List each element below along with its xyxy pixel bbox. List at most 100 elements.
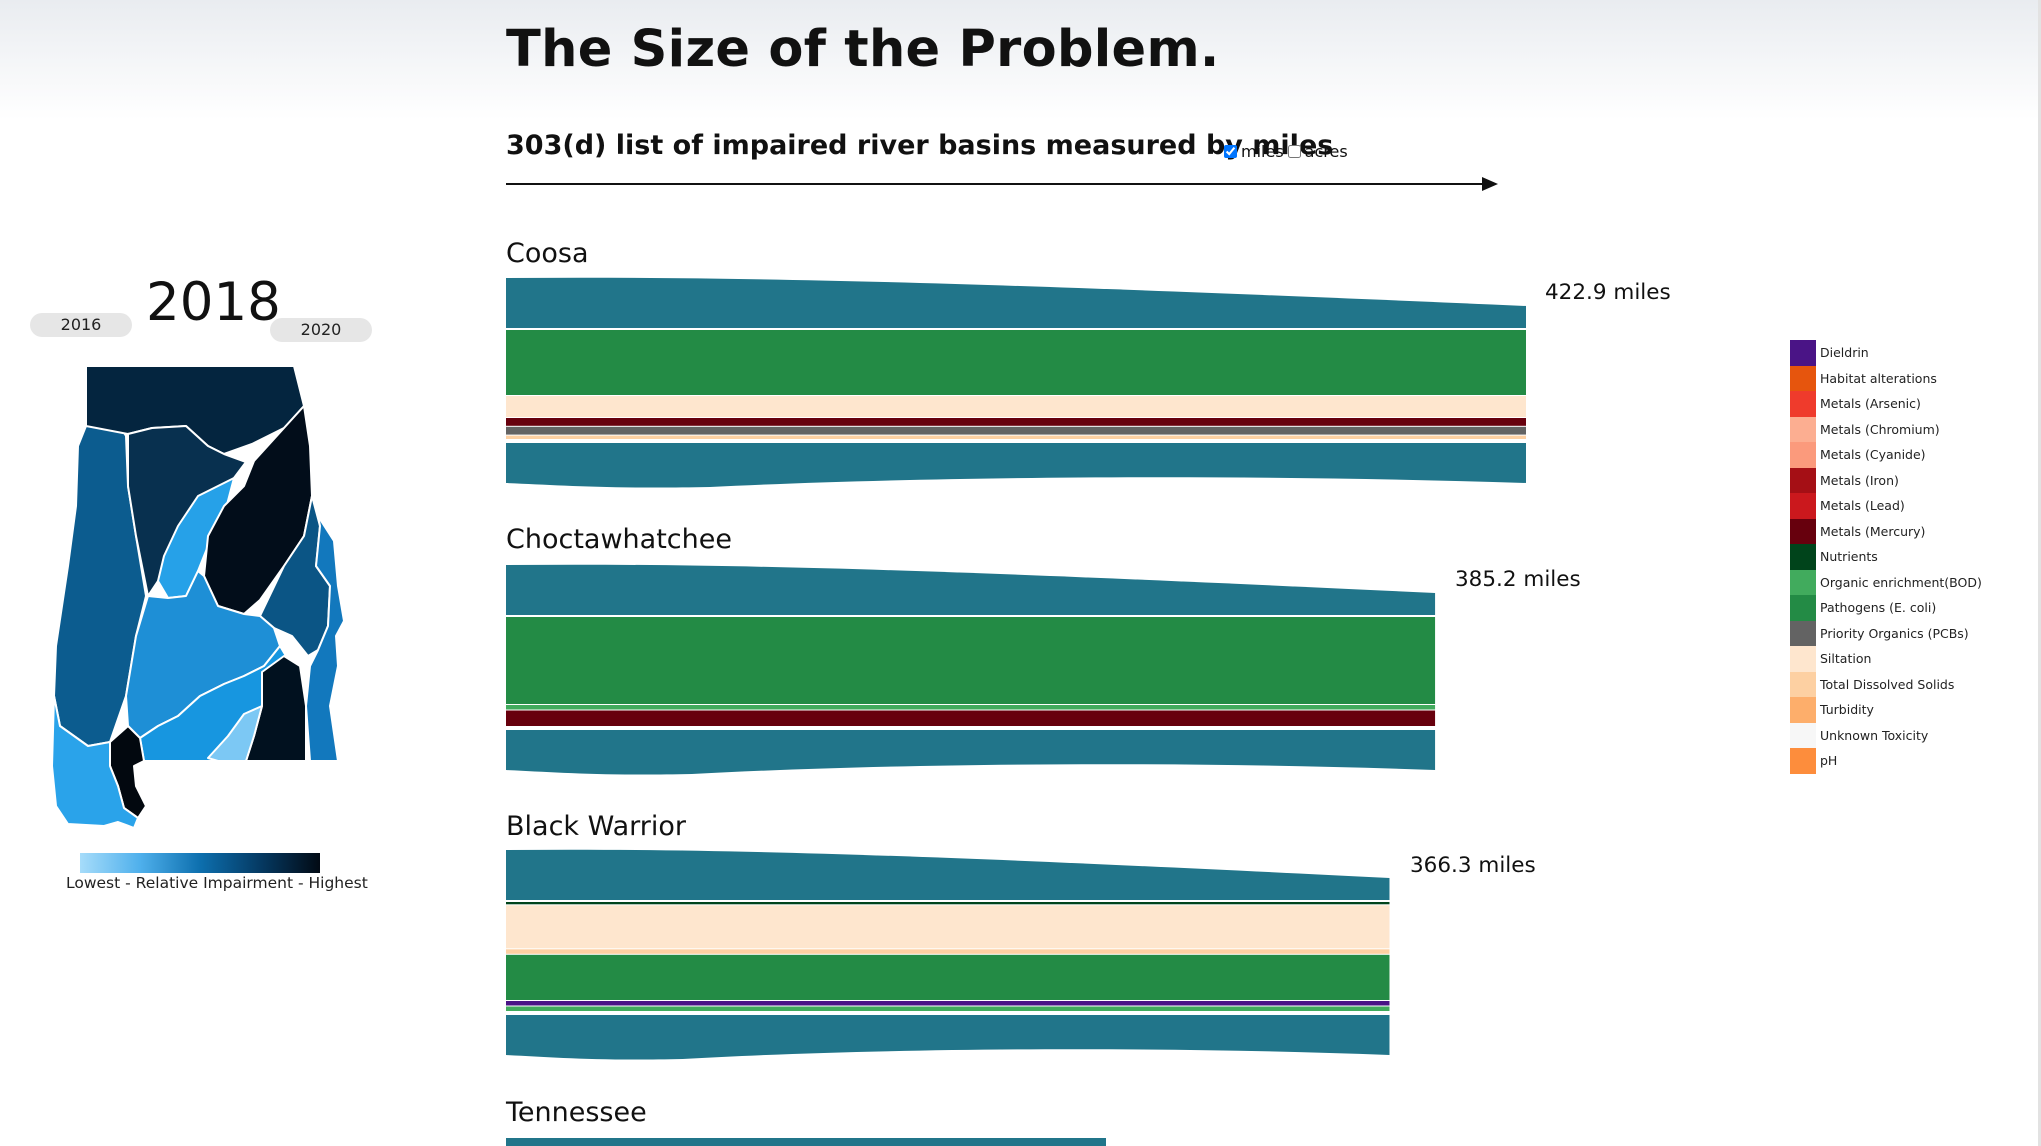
basin-total-black-warrior: 366.3 miles (1410, 853, 1536, 878)
legend-item: Unknown Toxicity (1790, 722, 1982, 748)
basin-flow-top[interactable] (506, 849, 1390, 900)
cause-segment[interactable] (506, 1001, 1390, 1006)
legend-label: pH (1820, 753, 1838, 769)
legend-label: Total Dissolved Solids (1820, 676, 1955, 692)
header-background (0, 0, 2041, 120)
legend-label: Habitat alterations (1820, 370, 1937, 386)
cause-segment[interactable] (506, 418, 1526, 426)
page-title: The Size of the Problem. (506, 20, 1220, 79)
basin-flow-bottom[interactable] (506, 1015, 1390, 1060)
legend-swatch (1790, 340, 1816, 366)
basin-flow-bottom[interactable] (506, 730, 1436, 775)
prev-year-button[interactable]: 2016 (30, 313, 132, 337)
legend-label: Metals (Lead) (1820, 498, 1905, 514)
impairment-gradient-label: Lowest - Relative Impairment - Highest (66, 874, 368, 892)
legend-swatch (1790, 442, 1816, 468)
cause-segment[interactable] (506, 396, 1526, 417)
basin-total-coosa: 422.9 miles (1545, 280, 1671, 305)
legend-swatch (1790, 467, 1816, 493)
basin-total-choctawhatchee: 385.2 miles (1455, 567, 1581, 592)
legend-swatch (1790, 365, 1816, 391)
legend-swatch (1790, 748, 1816, 774)
legend-item: Pathogens (E. coli) (1790, 595, 1982, 621)
cause-segment[interactable] (506, 426, 1526, 435)
cause-segment[interactable] (506, 905, 1390, 949)
legend-item: Turbidity (1790, 697, 1982, 723)
cause-segment[interactable] (506, 902, 1390, 905)
legend-item: Priority Organics (PCBs) (1790, 620, 1982, 646)
scale-arrow (506, 177, 1498, 191)
impairment-gradient-bar (80, 853, 320, 873)
map-basin-chattahoochee[interactable] (305, 515, 345, 762)
legend-swatch (1790, 722, 1816, 748)
legend-swatch (1790, 391, 1816, 417)
legend-item: Metals (Mercury) (1790, 518, 1982, 544)
miles-checkbox[interactable] (1224, 145, 1237, 158)
basin-flow-top[interactable] (506, 564, 1436, 615)
basin-name-coosa: Coosa (506, 238, 589, 269)
legend-label: Metals (Chromium) (1820, 421, 1940, 437)
legend-swatch (1790, 569, 1816, 595)
cause-segment[interactable] (506, 954, 1390, 1000)
legend-label: Metals (Iron) (1820, 472, 1899, 488)
legend-label: Nutrients (1820, 549, 1878, 565)
cause-segment[interactable] (506, 710, 1436, 727)
legend-item: Siltation (1790, 646, 1982, 672)
next-year-button[interactable]: 2020 (270, 318, 372, 342)
basin-chart-tennessee (506, 1138, 1106, 1146)
legend-item: Metals (Iron) (1790, 467, 1982, 493)
basin-flow-bottom[interactable] (506, 443, 1526, 488)
cause-segment[interactable] (506, 705, 1436, 710)
cause-segment[interactable] (506, 435, 1526, 439)
cause-segment[interactable] (506, 330, 1526, 395)
legend-item: Metals (Arsenic) (1790, 391, 1982, 417)
cause-segment[interactable] (506, 1006, 1390, 1012)
legend-label: Turbidity (1820, 702, 1874, 718)
legend-label: Priority Organics (PCBs) (1820, 625, 1969, 641)
acres-label: acres (1304, 142, 1348, 161)
legend-item: Habitat alterations (1790, 365, 1982, 391)
legend-label: Metals (Arsenic) (1820, 396, 1921, 412)
cause-legend: Dieldrin Habitat alterations Metals (Arsen… (1790, 340, 1982, 774)
basin-chart-black-warrior (506, 849, 1390, 1060)
legend-swatch (1790, 493, 1816, 519)
current-year: 2018 (146, 272, 281, 333)
legend-item: pH (1790, 748, 1982, 774)
legend-label: Organic enrichment(BOD) (1820, 574, 1982, 590)
legend-label: Metals (Cyanide) (1820, 447, 1926, 463)
legend-swatch (1790, 544, 1816, 570)
legend-item: Dieldrin (1790, 340, 1982, 366)
basin-chart-choctawhatchee (506, 564, 1436, 775)
legend-label: Unknown Toxicity (1820, 727, 1929, 743)
legend-swatch (1790, 671, 1816, 697)
cause-segment[interactable] (506, 949, 1390, 954)
legend-item: Metals (Lead) (1790, 493, 1982, 519)
basin-name-black-warrior: Black Warrior (506, 811, 686, 842)
legend-swatch (1790, 620, 1816, 646)
basin-flow-top (506, 1138, 1106, 1146)
legend-label: Pathogens (E. coli) (1820, 600, 1937, 616)
chart-subtitle: 303(d) list of impaired river basins mea… (506, 130, 1334, 161)
unit-toggle-group: miles acres (1222, 142, 1348, 161)
map-basin-escatawpa[interactable] (51, 695, 139, 829)
basin-name-choctawhatchee: Choctawhatchee (506, 524, 732, 555)
legend-item: Total Dissolved Solids (1790, 671, 1982, 697)
scrollbar-track[interactable] (2038, 0, 2041, 1146)
basin-flow-top[interactable] (506, 277, 1526, 328)
legend-item: Nutrients (1790, 544, 1982, 570)
legend-swatch (1790, 697, 1816, 723)
miles-label: miles (1241, 142, 1284, 161)
legend-swatch (1790, 646, 1816, 672)
alabama-basin-map (51, 366, 345, 829)
legend-label: Siltation (1820, 651, 1872, 667)
legend-item: Metals (Chromium) (1790, 416, 1982, 442)
legend-item: Metals (Cyanide) (1790, 442, 1982, 468)
map-basin-yellow[interactable] (207, 705, 263, 762)
acres-checkbox[interactable] (1287, 145, 1301, 158)
cause-segment[interactable] (506, 617, 1436, 704)
legend-swatch (1790, 595, 1816, 621)
legend-item: Organic enrichment(BOD) (1790, 569, 1982, 595)
legend-swatch (1790, 416, 1816, 442)
legend-label: Metals (Mercury) (1820, 523, 1926, 539)
basin-name-tennessee: Tennessee (506, 1097, 647, 1128)
